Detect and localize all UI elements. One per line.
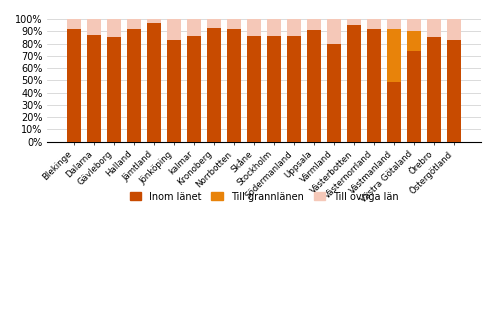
Bar <box>327 19 341 43</box>
Legend: Inom länet, Till grannlänen, Till övriga län: Inom länet, Till grannlänen, Till övriga… <box>126 188 402 206</box>
Bar <box>407 51 421 142</box>
Bar <box>147 19 161 23</box>
Bar <box>387 82 401 142</box>
Bar <box>187 19 201 36</box>
Bar <box>267 19 281 36</box>
Bar <box>247 19 261 36</box>
Bar <box>247 36 261 142</box>
Bar <box>207 19 221 28</box>
Bar <box>387 29 401 82</box>
Bar <box>127 29 141 142</box>
Bar <box>187 36 201 142</box>
Bar <box>227 19 241 29</box>
Bar <box>287 36 301 142</box>
Bar <box>407 19 421 31</box>
Bar <box>367 29 381 142</box>
Bar <box>107 37 121 142</box>
Bar <box>167 40 181 142</box>
Bar <box>207 28 221 142</box>
Bar <box>87 19 101 35</box>
Bar <box>167 19 181 40</box>
Bar <box>307 19 321 30</box>
Bar <box>267 36 281 142</box>
Bar <box>107 19 121 37</box>
Bar <box>447 19 461 40</box>
Bar <box>347 25 361 142</box>
Bar <box>367 19 381 29</box>
Bar <box>127 19 141 29</box>
Bar <box>307 30 321 142</box>
Bar <box>407 31 421 51</box>
Bar <box>147 23 161 142</box>
Bar <box>227 29 241 142</box>
Bar <box>387 19 401 29</box>
Bar <box>67 19 81 29</box>
Bar <box>327 43 341 142</box>
Bar <box>447 40 461 142</box>
Bar <box>67 29 81 142</box>
Bar <box>287 19 301 36</box>
Bar <box>87 35 101 142</box>
Bar <box>347 19 361 25</box>
Bar <box>427 19 441 37</box>
Bar <box>427 37 441 142</box>
